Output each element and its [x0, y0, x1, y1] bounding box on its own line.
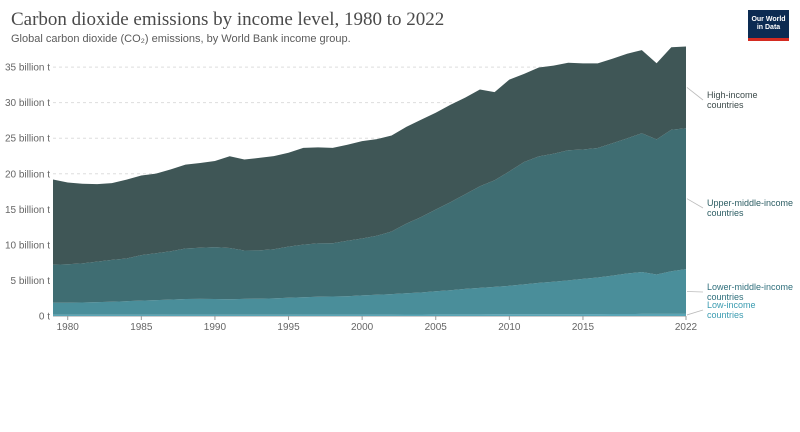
label-connector: [686, 291, 704, 293]
series-label[interactable]: Upper-middle-income countries: [707, 198, 793, 218]
y-tick-label: 10 billion t: [5, 240, 50, 251]
area-upper-middle-income-countries[interactable]: [53, 128, 686, 303]
x-axis: 1980 1985 1990 1995 2000 2005 2010 2015 2022: [57, 316, 698, 333]
area-lower-middle-income-countries[interactable]: [53, 269, 686, 315]
x-tick-label: 1995: [277, 322, 300, 333]
chart-title: Carbon dioxide emissions by income level…: [11, 9, 445, 30]
label-connector: [686, 309, 704, 316]
y-tick-label: 25 billion t: [5, 134, 50, 145]
series-label[interactable]: High-income countries: [707, 90, 758, 110]
y-tick-label: 0 t: [39, 312, 50, 323]
owid-logo[interactable]: Our World in Data: [748, 10, 789, 41]
x-tick-label: 2000: [351, 322, 374, 333]
y-tick-label: 5 billion t: [11, 276, 51, 287]
x-tick-label: 2015: [572, 322, 595, 333]
label-connector: [686, 198, 704, 209]
x-tick-label: 1985: [130, 322, 153, 333]
y-axis: 0 t 5 billion t 10 billion t 15 billion t 20…: [5, 63, 50, 323]
y-tick-label: 15 billion t: [5, 205, 50, 216]
series-label[interactable]: Low-income countries: [707, 300, 756, 320]
y-tick-label: 30 billion t: [5, 98, 50, 109]
chart-subtitle: Global carbon dioxide (CO₂) emissions, b…: [11, 33, 351, 45]
area-series[interactable]: [53, 46, 686, 317]
area-high-income-countries[interactable]: [53, 46, 686, 265]
x-tick-label: 2005: [425, 322, 448, 333]
series-label[interactable]: Lower-middle-income countries: [707, 282, 793, 302]
x-tick-label: 2010: [498, 322, 521, 333]
area-low-income-countries[interactable]: [53, 313, 686, 316]
label-connector: [686, 87, 704, 101]
x-tick-label: 2022: [675, 322, 698, 333]
y-tick-label: 20 billion t: [5, 169, 50, 180]
x-tick-label: 1990: [204, 322, 227, 333]
y-tick-label: 35 billion t: [5, 63, 50, 74]
x-tick-label: 1980: [57, 322, 80, 333]
